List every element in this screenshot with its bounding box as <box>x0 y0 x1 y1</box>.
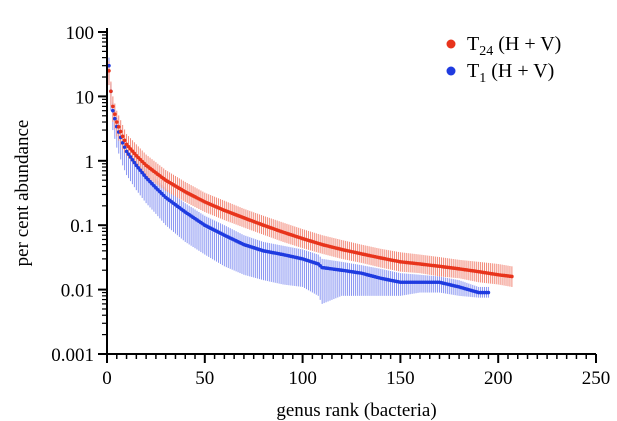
data-point <box>107 63 111 68</box>
x-ticks: 0 50 100 150 200 250 <box>102 354 610 389</box>
data-point <box>120 134 125 139</box>
data-point <box>107 68 111 73</box>
legend-marker <box>446 66 456 76</box>
x-tick-label: 100 <box>288 368 317 389</box>
legend-marker <box>446 39 456 49</box>
x-axis-title: genus rank (bacteria) <box>276 400 436 421</box>
legend-label: T1 (H + V) <box>467 60 554 86</box>
x-tick-label: 200 <box>484 368 513 389</box>
x-tick-label: 150 <box>386 368 415 389</box>
data-point <box>114 120 119 124</box>
data-point <box>130 157 135 162</box>
data-point <box>134 163 139 168</box>
x-tick-label: 250 <box>582 368 611 389</box>
data-point <box>120 141 125 145</box>
y-tick-label: 0.001 <box>51 345 94 366</box>
data-point <box>111 108 115 113</box>
legend: T24 (H + V)T1 (H + V) <box>446 33 561 86</box>
y-tick-label: 10 <box>75 87 94 108</box>
data-point <box>136 165 141 170</box>
data-point <box>116 124 121 129</box>
data-point <box>111 104 115 109</box>
x-tick-label: 50 <box>195 368 214 389</box>
data-point <box>122 145 127 149</box>
y-ticks: 0.001 0.01 0.1 1 10 100 <box>51 23 107 366</box>
data-point <box>510 274 514 279</box>
data-point <box>128 155 133 159</box>
data-point <box>124 149 129 154</box>
x-tick-label: 0 <box>102 368 112 389</box>
y-tick-label: 100 <box>66 23 95 44</box>
data-point <box>140 170 145 175</box>
data-point <box>118 129 123 134</box>
y-tick-label: 0.01 <box>61 281 94 302</box>
legend-label: T24 (H + V) <box>467 33 561 59</box>
error-bars <box>108 57 513 304</box>
data-point <box>132 160 137 165</box>
y-tick-label: 1 <box>85 152 95 173</box>
data-point <box>113 116 117 121</box>
y-axis-title: per cent abundance <box>12 120 33 267</box>
y-tick-label: 0.1 <box>70 216 94 237</box>
data-point <box>138 168 143 173</box>
data-point <box>109 89 113 94</box>
data-point <box>126 152 131 156</box>
data-point <box>486 290 491 295</box>
data-point <box>113 112 117 117</box>
data-point <box>142 173 146 177</box>
data-points <box>107 63 514 295</box>
data-point <box>122 138 127 143</box>
